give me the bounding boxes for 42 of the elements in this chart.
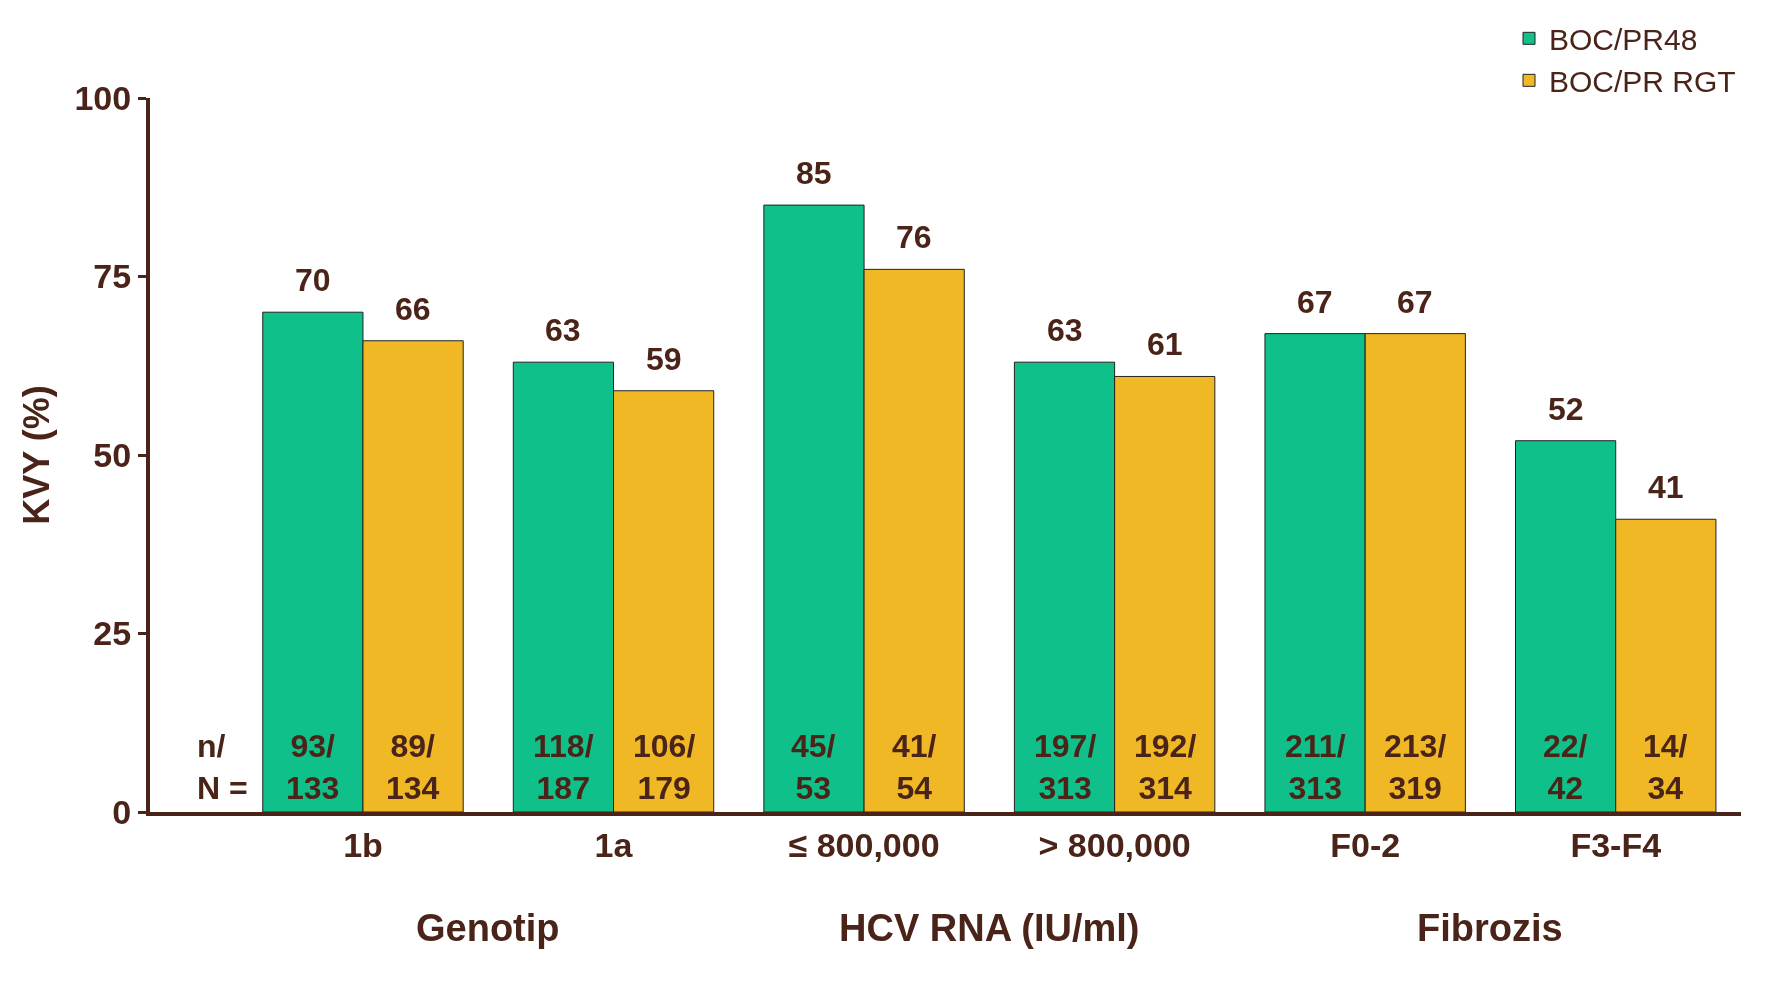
x-tick-label: F3-F4 xyxy=(1570,825,1662,864)
annotation: 41/ 54 xyxy=(892,728,937,806)
annotation: 45/ 53 xyxy=(791,728,836,806)
data-label: 41 xyxy=(1648,469,1684,505)
y-axis-title: KVY (%) xyxy=(15,385,57,525)
x-tick-label: 1a xyxy=(594,825,634,864)
annotation: 89/ 134 xyxy=(386,728,440,806)
legend-label: BOC/PR RGT xyxy=(1549,65,1736,99)
x-tick-label: > 800,000 xyxy=(1038,825,1191,864)
text: HCV RNA (IU/ml) xyxy=(839,907,1140,949)
y-tick-label: 100 xyxy=(74,78,132,117)
annotation: 14/ 34 xyxy=(1643,728,1688,806)
x-tick-label: F0-2 xyxy=(1330,825,1401,864)
data-label: 63 xyxy=(1047,312,1083,348)
y-tick-label: 0 xyxy=(112,792,132,831)
data-label: 76 xyxy=(896,219,932,255)
data-label: 66 xyxy=(395,291,431,327)
data-label: 52 xyxy=(1548,391,1584,427)
annotation: 192/ 314 xyxy=(1134,728,1197,806)
text: Genotip xyxy=(416,907,560,949)
data-label: 70 xyxy=(295,262,331,298)
data-label: 67 xyxy=(1397,284,1433,320)
annotation: 213/ 319 xyxy=(1384,728,1447,806)
x-tick-label: 1b xyxy=(343,825,383,864)
annotation: 118/ 187 xyxy=(533,728,594,806)
data-label: 67 xyxy=(1297,284,1333,320)
y-tick-label: 75 xyxy=(93,257,132,296)
legend-label: BOC/PR48 xyxy=(1549,23,1698,57)
annotation: 22/ 42 xyxy=(1543,728,1588,806)
data-label: 61 xyxy=(1147,326,1183,362)
annotation: 106/ 179 xyxy=(633,728,696,806)
annotation: 93/ 133 xyxy=(286,728,340,806)
data-label: 85 xyxy=(796,155,832,191)
data-label: 59 xyxy=(646,341,682,377)
text: Fibrozis xyxy=(1417,907,1563,949)
x-tick-label: ≤ 800,000 xyxy=(788,825,940,864)
y-tick-label: 25 xyxy=(93,614,132,653)
annotation: n/ N = xyxy=(197,728,248,806)
y-tick-label: 50 xyxy=(93,435,132,474)
annotation: 197/ 313 xyxy=(1034,728,1097,806)
data-label: 63 xyxy=(545,312,581,348)
annotation: 211/ 313 xyxy=(1285,728,1346,806)
